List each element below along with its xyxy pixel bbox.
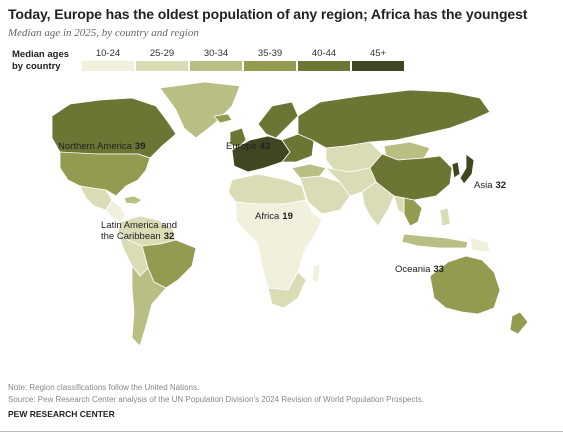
brand-name: PEW RESEARCH CENTER <box>8 409 115 419</box>
india <box>361 181 395 227</box>
legend-item-45-plus: 45+ <box>352 48 404 71</box>
new-zealand <box>509 311 529 335</box>
argentina-chile <box>131 265 167 347</box>
scandinavia <box>257 101 299 139</box>
region-label-oceania: Oceania 33 <box>395 264 444 275</box>
world-map: Northern America 39 Europe 43 Asia 32 Afric… <box>51 81 529 347</box>
legend-bin-label: 45+ <box>369 48 387 59</box>
philippines <box>439 207 451 227</box>
legend-item-30-34: 30-34 <box>190 48 242 71</box>
chart-subtitle: Median age in 2025, by country and regio… <box>8 27 199 39</box>
papua <box>469 237 491 253</box>
central-america <box>105 199 127 223</box>
legend-bin-label: 10-24 <box>95 48 121 59</box>
japan <box>459 153 475 185</box>
legend-item-10-24: 10-24 <box>82 48 134 71</box>
madagascar <box>311 263 321 283</box>
north-africa <box>227 173 307 205</box>
region-label-asia: Asia 32 <box>474 180 506 191</box>
legend-swatch <box>298 61 350 71</box>
legend-title: Median ages by country <box>12 49 69 73</box>
legend-bin-label: 30-34 <box>203 48 229 59</box>
legend-item-40-44: 40-44 <box>298 48 350 71</box>
region-label-northern-america: Northern America 39 <box>58 141 146 152</box>
legend-swatch <box>352 61 404 71</box>
southern-africa <box>267 271 307 309</box>
middle-east <box>299 175 351 215</box>
indonesia <box>401 233 469 249</box>
legend-bin-label: 40-44 <box>311 48 337 59</box>
greenland <box>159 81 241 139</box>
bottom-divider <box>0 431 563 432</box>
korea <box>451 161 461 179</box>
chart-note: Note: Region classifications follow the … <box>8 383 200 392</box>
chart-source: Source: Pew Research Center analysis of … <box>8 395 424 404</box>
chart-title: Today, Europe has the oldest population … <box>8 6 528 22</box>
legend-swatch <box>190 61 242 71</box>
region-label-europe: Europe 43 <box>226 141 270 152</box>
southeast-asia-mainland <box>403 197 423 227</box>
legend-title-line2: by country <box>12 61 61 72</box>
legend-item-25-29: 25-29 <box>136 48 188 71</box>
iceland <box>213 113 233 124</box>
legend-swatch <box>244 61 296 71</box>
legend-swatch <box>136 61 188 71</box>
caribbean <box>123 195 143 205</box>
legend-title-line1: Median ages <box>12 49 70 60</box>
legend-bin-label: 25-29 <box>149 48 175 59</box>
region-label-latin-america: Latin America and the Caribbean 32 <box>101 220 180 242</box>
legend-swatch <box>82 61 134 71</box>
legend-bin-label: 35-39 <box>257 48 283 59</box>
legend-item-35-39: 35-39 <box>244 48 296 71</box>
myanmar <box>393 195 405 215</box>
united-states <box>59 151 151 197</box>
turkey <box>291 163 327 179</box>
region-label-africa: Africa 19 <box>255 211 293 222</box>
russia <box>297 89 491 149</box>
australia <box>429 255 501 315</box>
